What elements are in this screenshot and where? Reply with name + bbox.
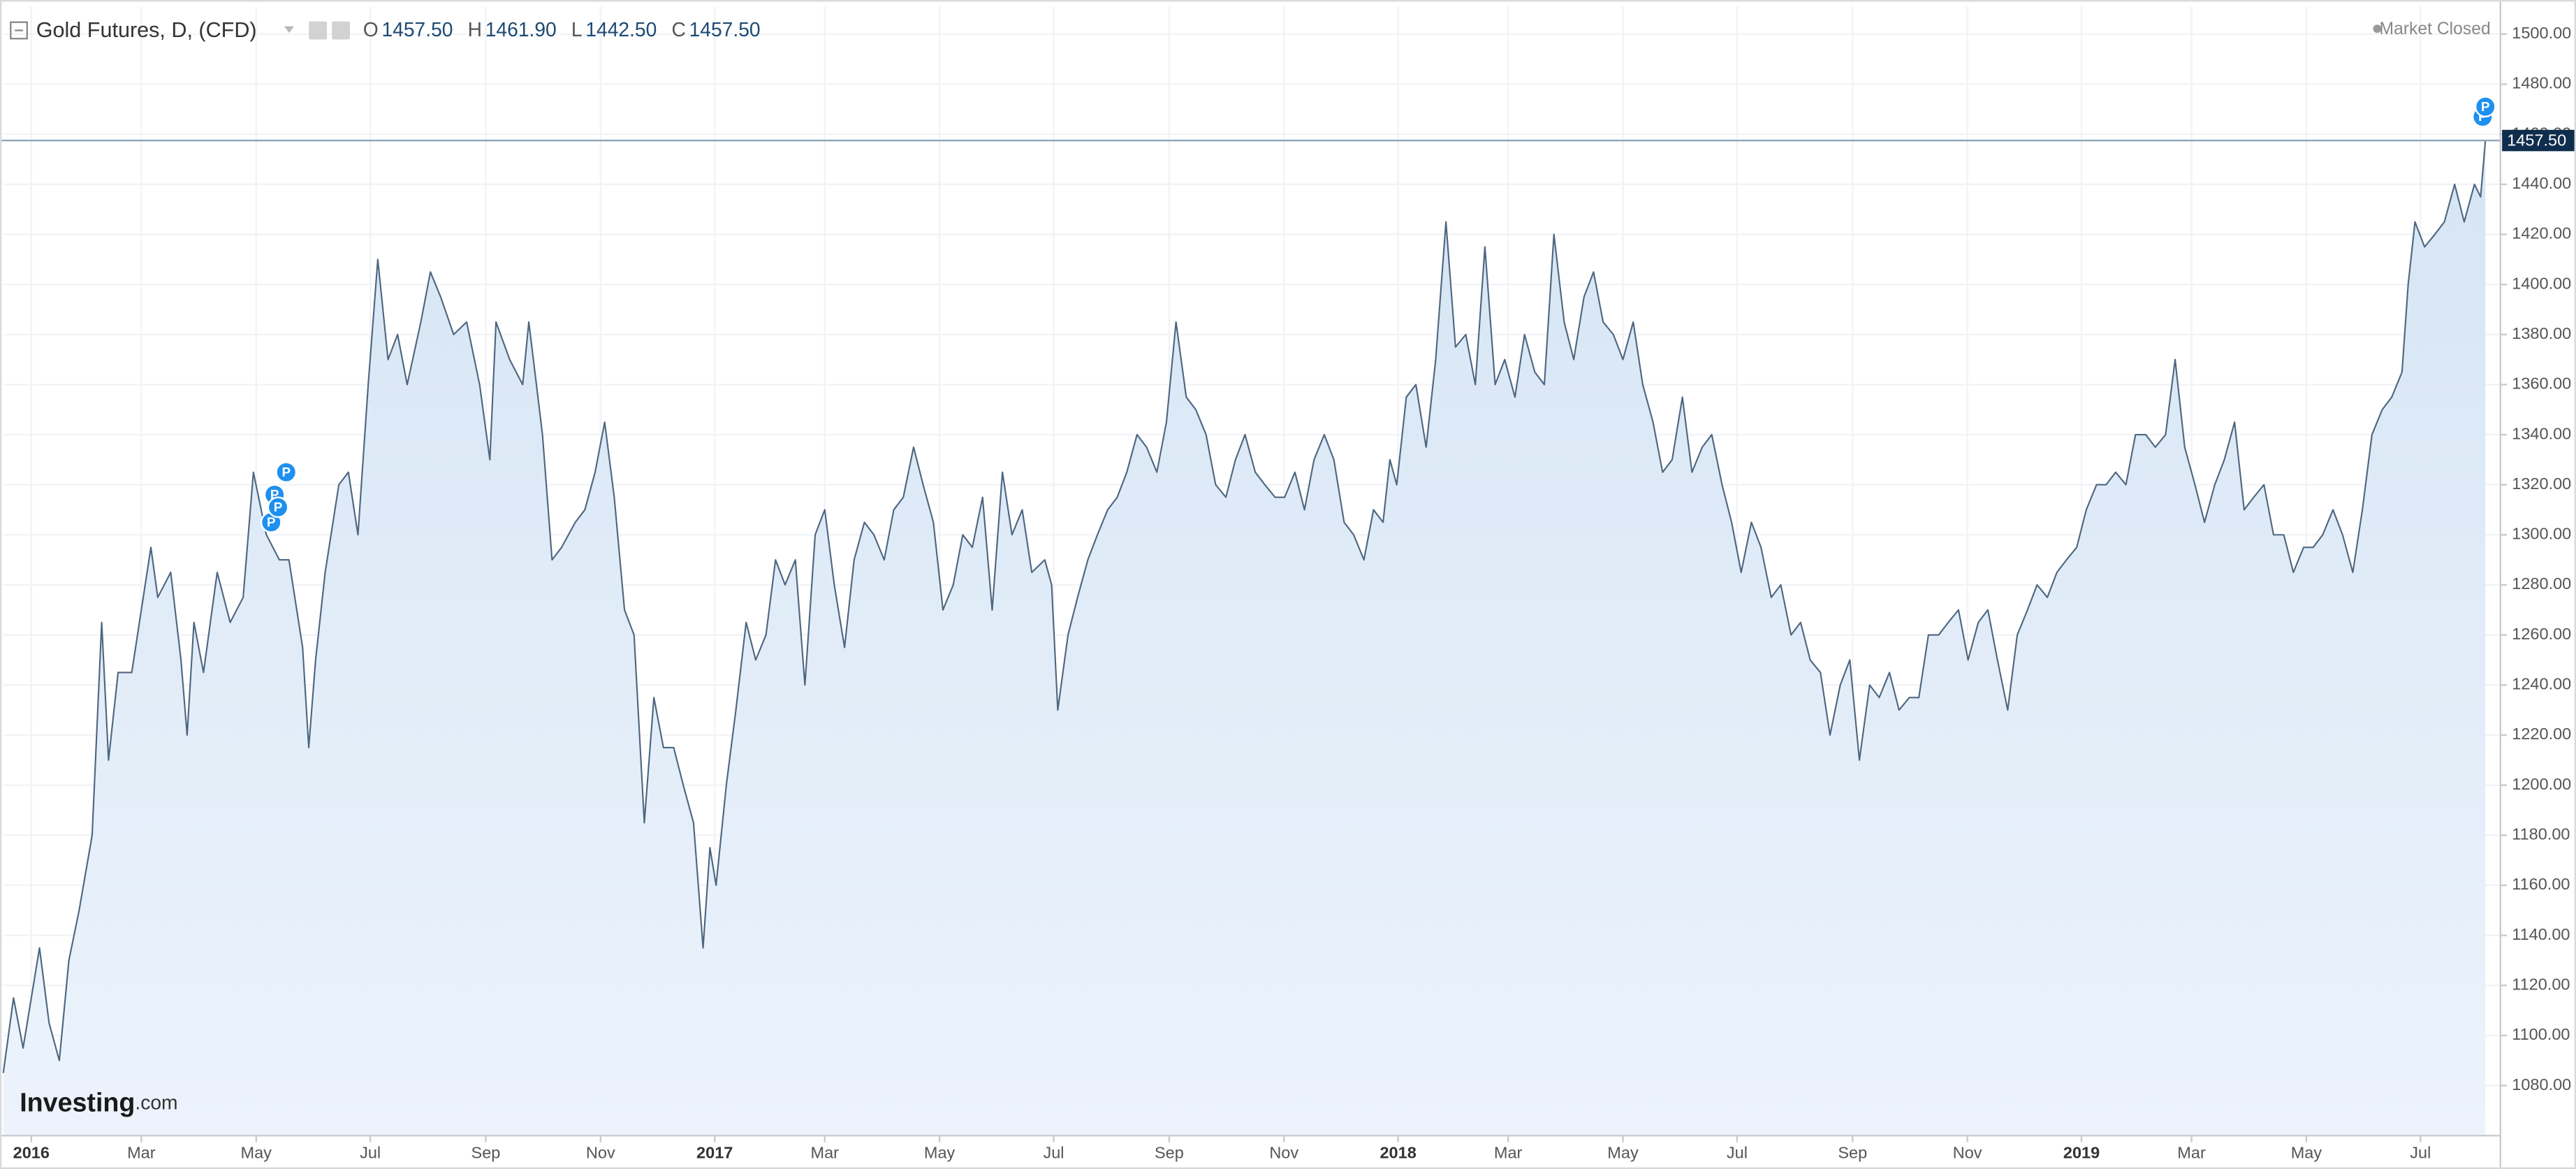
x-tick-label: 2017 (696, 1143, 733, 1161)
header: Gold Futures, D, (CFD) Market Closed O 14… (10, 18, 2491, 42)
ohlc-value: 1461.90 (485, 18, 557, 41)
event-marker (275, 461, 298, 484)
x-tick-label: 2019 (2063, 1143, 2100, 1161)
last-price-label: 1457.50 (2507, 131, 2566, 149)
x-tick-label: Mar (1494, 1143, 1523, 1161)
x-tick-label: Jul (2410, 1143, 2431, 1161)
collapse-button[interactable] (10, 21, 28, 40)
y-tick-label: 1100.00 (2512, 1025, 2570, 1043)
chart-title: Gold Futures, D, (CFD) (36, 18, 257, 42)
event-marker (2474, 96, 2496, 118)
y-tick-label: 1220.00 (2512, 725, 2571, 743)
y-tick-label: 1320.00 (2512, 474, 2571, 493)
ohlc-value: 1457.50 (689, 18, 761, 41)
x-tick-label: Jul (1727, 1143, 1748, 1161)
area-fill (3, 140, 2486, 1136)
y-tick-label: 1280.00 (2512, 574, 2571, 593)
y-tick-label: 1480.00 (2512, 74, 2571, 92)
x-tick-label: Mar (811, 1143, 840, 1161)
x-tick-label: Sep (471, 1143, 501, 1161)
y-tick-label: 1360.00 (2512, 375, 2571, 393)
y-tick-label: 1380.00 (2512, 324, 2571, 342)
event-label: P (274, 500, 283, 514)
last-price-box (2502, 129, 2575, 152)
y-tick-label: 1260.00 (2512, 625, 2571, 643)
x-tick-label: May (924, 1143, 956, 1161)
ohlc-value: 1442.50 (585, 18, 657, 41)
x-tick-label: 2018 (1380, 1143, 1416, 1161)
y-tick-label: 1160.00 (2512, 875, 2570, 893)
y-tick-label: 1440.00 (2512, 174, 2571, 192)
ohlc-key: L (571, 18, 583, 41)
ohlc-key: O (363, 18, 379, 41)
y-tick-label: 1300.00 (2512, 525, 2571, 543)
x-tick-label: Nov (1269, 1143, 1298, 1161)
x-tick-label: Sep (1838, 1143, 1867, 1161)
x-tick-label: Nov (586, 1143, 615, 1161)
settings-icon[interactable] (309, 21, 328, 40)
logo: Investing.com (20, 1088, 177, 1117)
x-tick-label: Mar (127, 1143, 156, 1161)
x-tick-label: May (240, 1143, 272, 1161)
event-label: P (267, 515, 276, 530)
x-tick-label: Mar (2177, 1143, 2206, 1161)
x-tick-label: May (2291, 1143, 2322, 1161)
y-tick-label: 1340.00 (2512, 424, 2571, 442)
event-label: P (281, 465, 291, 479)
axes: 1080.00 1100.00 1120.00 1140.00 1160.00 1180.… (13, 24, 2575, 1161)
y-tick-label: 1080.00 (2512, 1075, 2571, 1094)
x-tick-label: Sep (1155, 1143, 1184, 1161)
x-tick-label: Jul (360, 1143, 381, 1161)
dropdown-arrow[interactable] (284, 26, 295, 34)
ohlc-key: C (672, 18, 686, 41)
x-tick-label: May (1607, 1143, 1639, 1161)
market-status: Market Closed (2380, 20, 2491, 38)
y-tick-label: 1400.00 (2512, 274, 2571, 292)
logo-main: Investing (20, 1088, 135, 1117)
plot: PPPPPP (0, 96, 2501, 1136)
y-tick-label: 1140.00 (2512, 925, 2570, 943)
x-tick-label: Nov (1953, 1143, 1982, 1161)
x-tick-label: 2016 (13, 1143, 50, 1161)
ohlc-key: H (468, 18, 482, 41)
y-tick-label: 1200.00 (2512, 775, 2571, 793)
y-tick-label: 1120.00 (2512, 975, 2570, 994)
ohlc-value: 1457.50 (381, 18, 453, 41)
y-tick-label: 1240.00 (2512, 675, 2571, 693)
price-line (2, 140, 2487, 1073)
event-marker (267, 496, 289, 518)
y-tick-label: 1180.00 (2512, 825, 2570, 843)
logo-suffix: .com (135, 1091, 177, 1114)
event-label: P (2481, 99, 2490, 114)
y-tick-label: 1420.00 (2512, 224, 2571, 242)
x-tick-label: Jul (1043, 1143, 1064, 1161)
settings-icon[interactable] (332, 21, 350, 40)
status-dot (2373, 24, 2382, 34)
y-tick-label: 1500.00 (2512, 24, 2571, 42)
